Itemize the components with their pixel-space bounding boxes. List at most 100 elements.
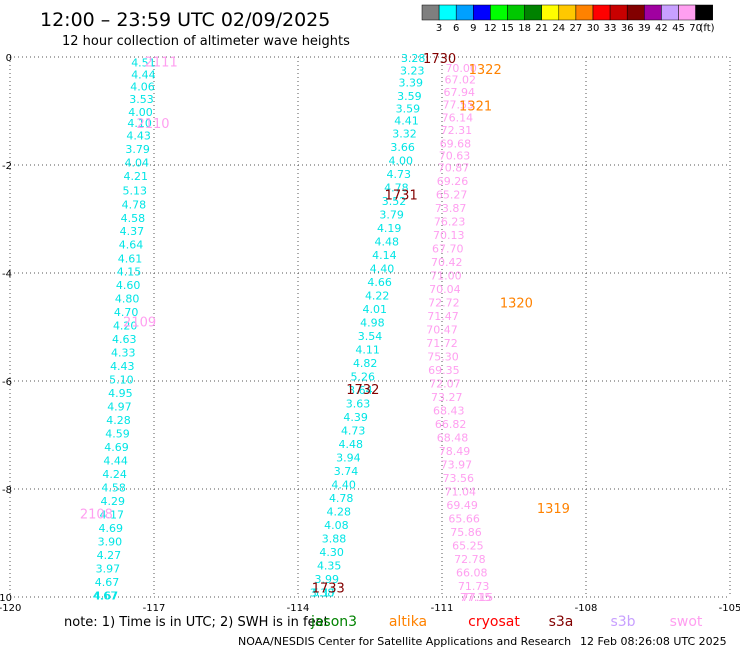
colorbar-swatch bbox=[609, 4, 628, 21]
wave-height-point: 4.64 bbox=[119, 238, 144, 251]
footer-credit: NOAA/NESDIS Center for Satellite Applica… bbox=[238, 635, 571, 648]
pass-annotations: 2111 2110 2109 2108 1730 1731 1732 1733 1322 1321… bbox=[80, 52, 570, 596]
colorbar-swatch bbox=[541, 4, 560, 21]
wave-height-point: 4.14 bbox=[372, 249, 397, 262]
wave-height-point: 72.07 bbox=[429, 378, 461, 391]
colorbar-swatch bbox=[507, 4, 525, 21]
pass-label: 1732 bbox=[346, 383, 379, 398]
wave-height-point: 4.98 bbox=[360, 317, 385, 330]
wave-height-point: 4.48 bbox=[375, 236, 400, 249]
colorbar-swatch bbox=[644, 4, 662, 21]
wave-height-point: 4.41 bbox=[394, 115, 419, 128]
wave-height-point: 4.48 bbox=[339, 438, 364, 451]
wave-height-point: 71.00 bbox=[430, 270, 462, 283]
wave-height-point: 4.78 bbox=[122, 198, 147, 211]
wave-height-point: 65.25 bbox=[452, 540, 484, 553]
colorbar-label: 36 bbox=[621, 23, 634, 34]
wave-height-point: 4.43 bbox=[110, 360, 135, 373]
wave-height-point: 3.23 bbox=[400, 65, 425, 78]
wave-height-point: 77.15 bbox=[460, 591, 492, 604]
wave-height-point: 70.00 bbox=[445, 62, 477, 75]
colorbar-label: 12 bbox=[484, 23, 497, 34]
wave-height-point: 3.90 bbox=[98, 535, 123, 548]
wave-height-point: 69.49 bbox=[446, 499, 478, 512]
wave-height-point: 76.14 bbox=[442, 111, 474, 124]
wave-height-point: 4.29 bbox=[100, 495, 125, 508]
wave-height-point: 4.82 bbox=[353, 357, 378, 370]
colorbar-swatch bbox=[473, 4, 491, 21]
wave-height-point: 4.95 bbox=[108, 387, 133, 400]
x-tick-label: -105 bbox=[719, 603, 740, 614]
wave-height-point: 3.63 bbox=[346, 398, 371, 411]
wave-height-point: 4.78 bbox=[329, 492, 354, 505]
colorbar-label: 27 bbox=[570, 23, 583, 34]
pass-label: 1319 bbox=[537, 502, 570, 517]
wave-height-point: 5.17 bbox=[312, 587, 337, 600]
wave-height-point: 3.79 bbox=[379, 209, 404, 222]
y-tick-label: 0 bbox=[6, 53, 12, 64]
wave-height-point: 70.42 bbox=[431, 256, 463, 269]
wave-height-point: 4.66 bbox=[367, 276, 392, 289]
colorbar-label: 15 bbox=[501, 23, 514, 34]
y-tick-label: -2 bbox=[2, 161, 12, 172]
colorbar-swatch bbox=[592, 4, 611, 21]
x-tick-label: -114 bbox=[287, 603, 310, 614]
satellite-legend: jason3 altika cryosat s3a s3b swot bbox=[310, 614, 703, 630]
colorbar-legend: 3 6 9 12 15 18 21 24 27 30 33 36 39 42 45 70 bbox=[421, 4, 713, 34]
colorbar-swatch bbox=[490, 4, 508, 21]
satellite-legend-item: s3a bbox=[549, 614, 574, 630]
wave-height-point: 4.44 bbox=[131, 68, 156, 81]
wave-height-point: 4.58 bbox=[121, 212, 146, 225]
wave-height-point: 4.00 bbox=[388, 155, 413, 168]
wave-height-point: 71.47 bbox=[427, 310, 459, 323]
wave-height-point: 4.69 bbox=[99, 522, 124, 535]
pass-label: 1321 bbox=[459, 100, 492, 115]
colorbar-swatch bbox=[678, 4, 696, 21]
wave-height-point: 3.97 bbox=[96, 562, 121, 575]
colorbar-label: 6 bbox=[453, 23, 459, 34]
x-tick-label: -111 bbox=[431, 603, 454, 614]
wave-height-point: 5.10 bbox=[109, 373, 134, 386]
wave-height-point: 70.13 bbox=[433, 229, 465, 242]
wave-height-point: 3.38 bbox=[310, 587, 335, 600]
pass-label: 1731 bbox=[385, 189, 418, 204]
wave-height-point: 4.28 bbox=[106, 414, 131, 427]
wave-height-point: 4.59 bbox=[105, 427, 130, 440]
chart-title: 12:00 – 23:59 UTC 02/09/2025 bbox=[40, 9, 330, 31]
y-tick-label: -6 bbox=[2, 377, 12, 388]
wave-height-point: 4.63 bbox=[112, 333, 137, 346]
wave-height-point: 3.39 bbox=[399, 76, 424, 89]
wave-height-point: 4.69 bbox=[104, 441, 129, 454]
wave-height-point: 73.97 bbox=[441, 459, 473, 472]
satellite-legend-item: s3b bbox=[610, 614, 635, 630]
colorbar-unit: (ft) bbox=[699, 23, 714, 34]
pass-label: 1730 bbox=[423, 52, 456, 67]
wave-height-point: 67.94 bbox=[444, 86, 476, 99]
wave-height-point: 4.67 bbox=[93, 589, 118, 602]
colorbar-label: 42 bbox=[655, 23, 668, 34]
wave-height-point: 4.39 bbox=[343, 411, 368, 424]
chart-subtitle: 12 hour collection of altimeter wave hei… bbox=[62, 34, 350, 49]
wave-height-point: 4.43 bbox=[126, 129, 151, 142]
plot-grid bbox=[9, 56, 731, 598]
wave-height-point: 3.99 bbox=[315, 573, 340, 586]
wave-height-point: 4.67 bbox=[95, 576, 120, 589]
wave-height-point: 4.37 bbox=[120, 225, 145, 238]
wave-height-point: 68.48 bbox=[437, 432, 469, 445]
satellite-legend-item: altika bbox=[389, 614, 427, 630]
wave-height-point: 73.27 bbox=[431, 391, 463, 404]
wave-height-point: 3.28 bbox=[401, 52, 426, 65]
satellite-legend-item: cryosat bbox=[468, 614, 520, 630]
wave-height-point: 3.66 bbox=[390, 141, 415, 154]
colorbar-label: 45 bbox=[672, 23, 685, 34]
wave-height-point: 4.73 bbox=[387, 168, 412, 181]
colorbar-swatch bbox=[558, 4, 577, 21]
wave-height-point: 71.72 bbox=[426, 337, 458, 350]
x-tick-label: -117 bbox=[143, 603, 166, 614]
wave-height-point: 69.26 bbox=[437, 175, 469, 188]
pass-label: 1733 bbox=[312, 581, 345, 596]
wave-height-point: 75.86 bbox=[450, 526, 482, 539]
wave-height-point: 70.87 bbox=[438, 162, 470, 175]
colorbar-swatch bbox=[661, 4, 679, 21]
